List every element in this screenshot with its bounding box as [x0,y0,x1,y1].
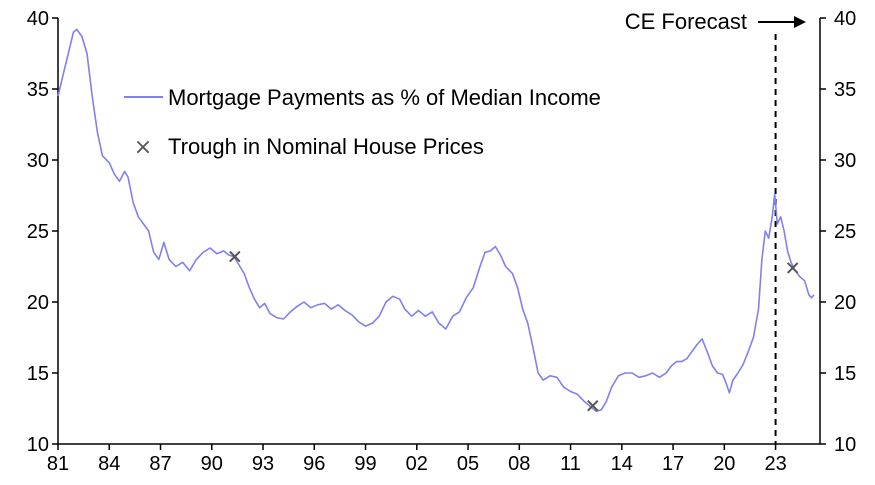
forecast-label: CE Forecast [625,9,747,34]
left-y-tick-label: 40 [27,8,49,30]
x-tick-label: 90 [201,453,223,475]
x-tick-label: 81 [47,453,69,475]
x-tick-label: 93 [252,453,274,475]
right-y-tick-label: 20 [834,292,856,314]
x-tick-label: 05 [457,453,479,475]
forecast-annotation: CE Forecast [625,9,806,34]
right-y-tick-label: 35 [834,79,856,101]
trough-markers [229,250,799,412]
trough-marker [229,250,241,263]
x-axis-ticks: 81 84 87 90 93 96 99 02 05 08 11 14 17 20 23 [47,444,787,475]
x-tick-label: 99 [354,453,376,475]
right-y-axis-ticks: 10 15 20 25 30 35 40 [820,8,856,456]
x-tick-label: 08 [508,453,530,475]
x-tick-label: 14 [611,453,633,475]
left-y-tick-label: 15 [27,363,49,385]
x-tick-label: 96 [303,453,325,475]
x-tick-label: 87 [149,453,171,475]
x-tick-label: 11 [560,453,581,475]
left-y-tick-label: 25 [27,221,49,243]
left-y-axis-ticks: 10 15 20 25 30 35 40 [27,8,58,456]
trough-marker [587,399,599,412]
right-y-tick-label: 30 [834,150,856,172]
right-y-tick-label: 15 [834,363,856,385]
x-tick-label: 17 [662,453,684,475]
right-y-tick-label: 10 [834,434,856,456]
trough-marker [786,262,799,274]
legend-marker-label: Trough in Nominal House Prices [168,134,484,159]
left-y-tick-label: 35 [27,79,49,101]
mortgage-payments-series-line [57,28,815,413]
legend-marker-swatch: × [134,135,152,160]
legend-series-label: Mortgage Payments as % of Median Income [168,85,601,110]
legend: Mortgage Payments as % of Median Income … [124,85,601,160]
x-tick-label: 20 [713,453,735,475]
forecast-arrow-head [794,16,806,28]
right-y-tick-label: 40 [834,8,856,30]
left-y-tick-label: 10 [27,434,49,456]
right-y-tick-label: 25 [834,221,856,243]
left-y-tick-label: 20 [27,292,49,314]
left-y-tick-label: 30 [27,150,49,172]
x-tick-label: 23 [764,453,786,475]
x-tick-label: 84 [98,453,120,475]
x-tick-label: 02 [406,453,428,475]
